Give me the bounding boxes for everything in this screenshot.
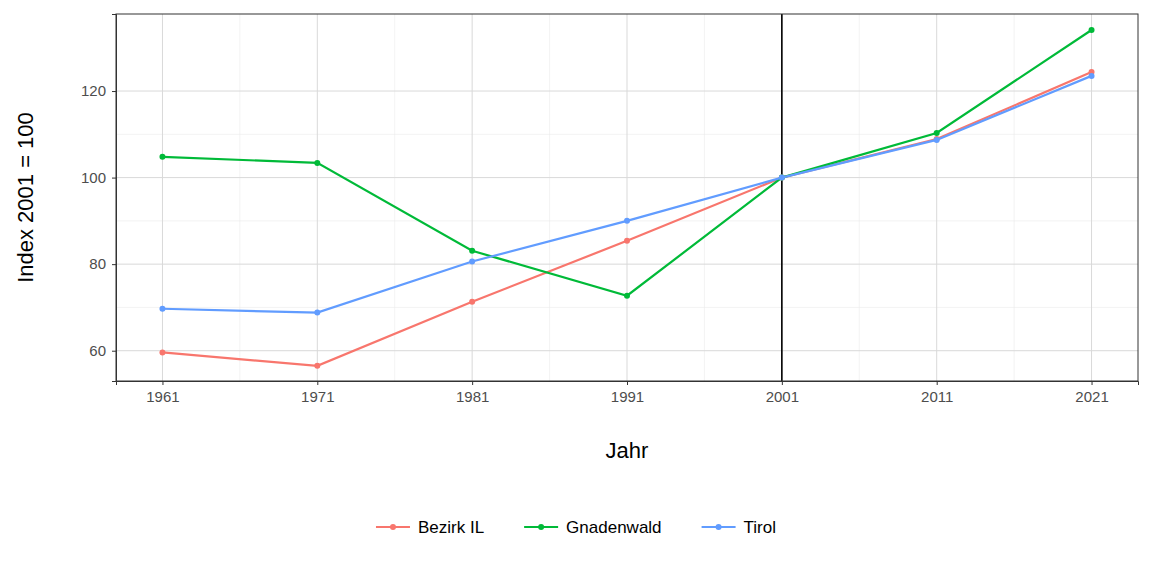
series-point — [314, 310, 320, 316]
tick: 2021 — [1075, 381, 1108, 405]
minor-grid-x — [1014, 14, 1015, 381]
tick: 2011 — [921, 381, 953, 405]
tick: 1991 — [611, 381, 644, 405]
tick-label: 2011 — [921, 388, 953, 405]
plot: 1961 1971 1981 1991 2001 2011 2021 60 80 100 120 — [81, 14, 1139, 405]
reference-line — [781, 14, 783, 381]
grid-y — [116, 264, 1138, 265]
grid-x — [936, 14, 937, 381]
x-axis-title: Jahr — [606, 438, 649, 463]
series-point — [314, 363, 320, 369]
tick-mark — [112, 264, 116, 265]
series-line — [162, 76, 1091, 313]
tick: 1981 — [456, 381, 489, 405]
grid-x — [317, 14, 318, 381]
tick: 80 — [89, 255, 116, 272]
legend-label: Gnadenwald — [566, 518, 661, 537]
series-point — [314, 160, 320, 166]
x-axis: 1961 1971 1981 1991 2001 2011 2021 — [117, 381, 1139, 405]
tick-mark — [162, 381, 163, 385]
tick-label: 80 — [89, 255, 106, 272]
tick-mark — [627, 381, 628, 385]
series-point — [934, 137, 940, 143]
series-point — [469, 259, 475, 265]
tick-label: 60 — [89, 342, 106, 359]
series-point — [624, 293, 630, 299]
panel-border — [116, 14, 1138, 381]
tick: 1971 — [301, 381, 334, 405]
series-point — [934, 136, 940, 142]
legend-label: Bezirk IL — [418, 518, 484, 537]
series-point — [469, 248, 475, 254]
legend-item: Bezirk IL — [376, 518, 484, 537]
grid-x — [781, 14, 782, 381]
tick: 1961 — [146, 381, 179, 405]
series-point — [624, 218, 630, 224]
tick-label: 2021 — [1075, 388, 1108, 405]
tick-label: 2001 — [766, 388, 799, 405]
series-line — [162, 72, 1091, 366]
tick: 100 — [81, 169, 116, 186]
tick: 2001 — [766, 381, 799, 405]
legend-item: Gnadenwald — [524, 518, 661, 537]
tick-label: 1991 — [611, 388, 644, 405]
series-point — [934, 130, 940, 136]
tick-mark — [112, 91, 116, 92]
grid-x — [627, 14, 628, 381]
series-point — [779, 175, 785, 181]
panel-background — [116, 14, 1138, 381]
legend-marker — [390, 524, 396, 530]
legend-label: Tirol — [744, 518, 776, 537]
y-axis-title: Index 2001 = 100 — [13, 112, 38, 283]
legend-marker — [716, 524, 722, 530]
series-point — [159, 154, 165, 160]
grid-y — [116, 91, 1138, 92]
minor-grid-x — [239, 14, 240, 381]
tick-label: 1971 — [301, 388, 334, 405]
tick-mark — [112, 178, 116, 179]
grid — [116, 14, 1138, 381]
legend-marker — [538, 524, 544, 530]
series-point — [1089, 27, 1095, 33]
tick-label: 1981 — [456, 388, 489, 405]
grid-x — [162, 14, 163, 381]
grid-y — [116, 177, 1138, 178]
tick-mark — [937, 381, 938, 385]
axis-line — [112, 15, 117, 382]
tick-label: 100 — [81, 169, 106, 186]
tick-label: 120 — [81, 82, 106, 99]
tick-mark — [112, 351, 116, 352]
tick-mark — [782, 381, 783, 385]
grid-x — [472, 14, 473, 381]
tick-mark — [1092, 381, 1093, 385]
grid-y — [116, 350, 1138, 351]
axis-line — [117, 382, 1139, 386]
tick: 60 — [89, 342, 116, 359]
series-point — [159, 306, 165, 312]
y-axis: 60 80 100 120 — [81, 15, 117, 382]
series-point — [469, 299, 475, 305]
chart: 1961 1971 1981 1991 2001 2011 2021 60 80 100 120 Ja… — [0, 0, 1152, 576]
series-point — [159, 349, 165, 355]
legend: Bezirk IL Gnadenwald Tirol — [376, 518, 776, 537]
series-point — [779, 175, 785, 181]
legend-item: Tirol — [702, 518, 776, 537]
minor-grid-x — [394, 14, 395, 381]
series-point — [1089, 73, 1095, 79]
minor-grid-x — [859, 14, 860, 381]
minor-grid-x — [704, 14, 705, 381]
series-point — [779, 175, 785, 181]
data-layer — [159, 14, 1094, 381]
tick-mark — [317, 381, 318, 385]
minor-grid-x — [549, 14, 550, 381]
series-line — [162, 30, 1091, 296]
tick-mark — [472, 381, 473, 385]
series-point — [624, 238, 630, 244]
tick: 120 — [81, 82, 116, 99]
tick-label: 1961 — [146, 388, 179, 405]
